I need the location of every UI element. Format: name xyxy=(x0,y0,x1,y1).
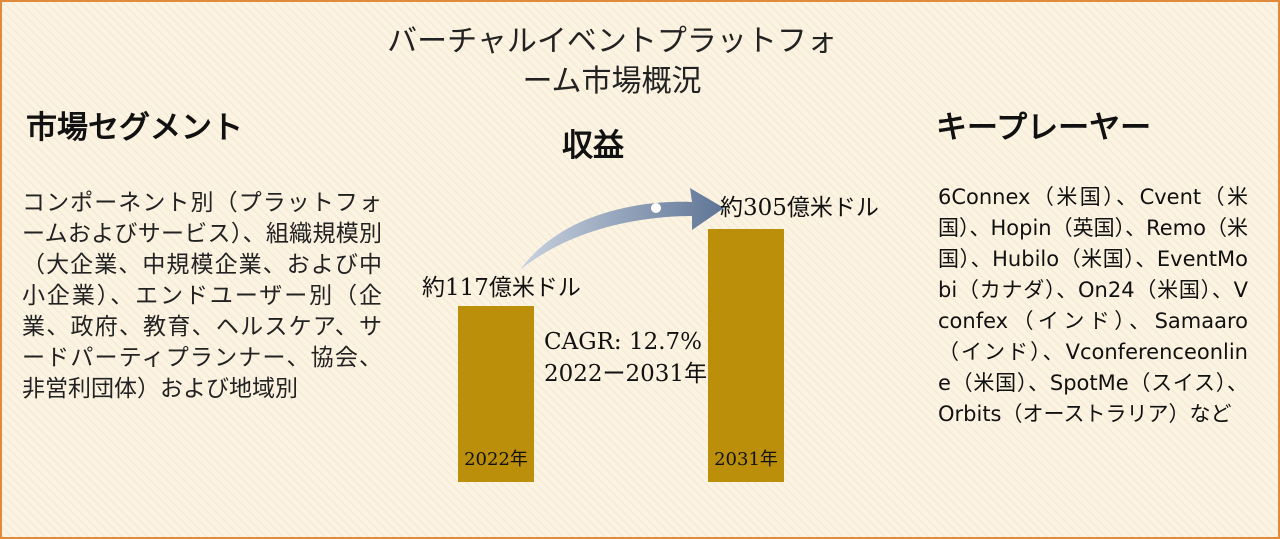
value-label: 約117億米ドル xyxy=(422,275,581,301)
title: バーチャルイベントプラットフォーム市場概況 xyxy=(387,24,837,99)
cagr-text: CAGR: 12.7% 2022ー2031年 xyxy=(544,329,708,387)
bar-label: 2031年 xyxy=(714,449,778,470)
heading: キープレーヤー xyxy=(936,110,1152,146)
segment-text: コンポーネント別（プラットフォームおよびサービス）、組織規模別（大企業、中規模企… xyxy=(22,190,382,402)
bar-label: 2022年 xyxy=(464,449,528,470)
heading: 収益 xyxy=(562,128,624,164)
player-text: 6Connex（米国）、Cvent（米国）、Hopin（英国）、Remo（米国）… xyxy=(938,185,1248,426)
bar xyxy=(458,306,534,482)
growth-arrow xyxy=(520,188,724,270)
heading: 市場セグメント xyxy=(26,110,243,146)
value-label: 約305億米ドル xyxy=(720,195,879,221)
bar xyxy=(708,229,784,482)
arrow-dot xyxy=(651,203,661,213)
